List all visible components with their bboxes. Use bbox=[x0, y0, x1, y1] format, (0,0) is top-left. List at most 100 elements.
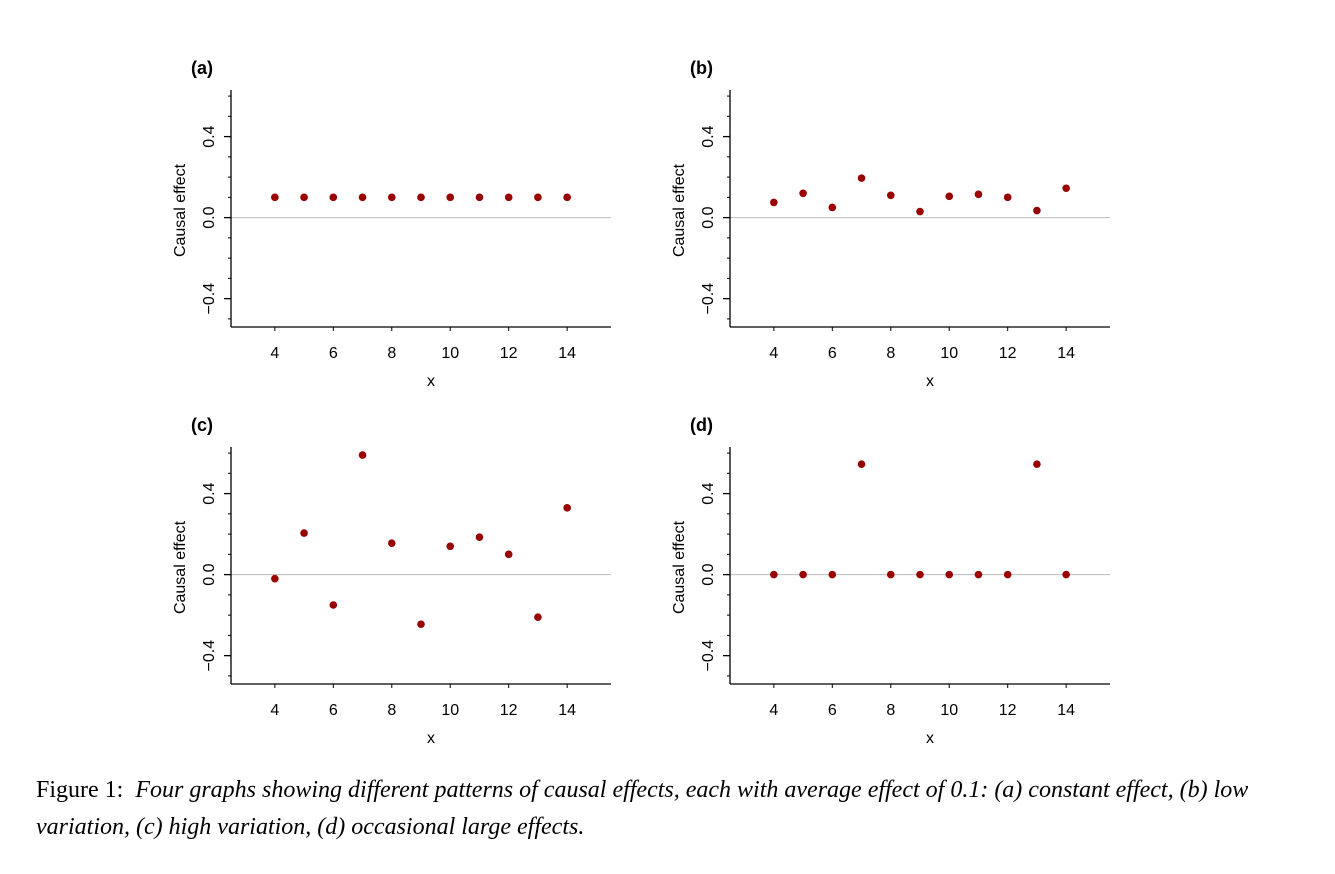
data-point bbox=[945, 192, 954, 201]
data-point bbox=[799, 570, 807, 579]
data-point bbox=[770, 198, 778, 207]
x-tick-label: 8 bbox=[886, 345, 895, 362]
y-tick-label: −0.4 bbox=[700, 640, 717, 672]
data-point bbox=[886, 191, 895, 200]
data-point bbox=[828, 203, 837, 212]
caption-prefix: Figure 1: bbox=[36, 777, 124, 803]
charts-svg: (a) −0.4 0.0 0.4 Causal effect 4 6 8 10 12 14 x (b) −… bbox=[172, 58, 1110, 747]
data-point bbox=[387, 193, 396, 202]
panel-a: (a) −0.4 0.0 0.4 Causal effect 4 6 8 10 12 14 x bbox=[172, 58, 611, 390]
y-tick-label: 0.0 bbox=[700, 563, 717, 585]
data-point bbox=[916, 570, 924, 579]
y-axis-label: Causal effect bbox=[172, 163, 189, 257]
panel-title: (c) bbox=[191, 415, 213, 435]
data-point bbox=[475, 193, 484, 202]
y-axis-label: Causal effect bbox=[671, 520, 688, 614]
data-point bbox=[329, 193, 338, 202]
y-tick-label: −0.4 bbox=[700, 283, 717, 315]
data-point bbox=[1062, 570, 1070, 579]
x-axis-label: x bbox=[427, 730, 435, 747]
data-point bbox=[446, 542, 455, 551]
x-tick-label: 14 bbox=[558, 345, 576, 362]
x-tick-label: 6 bbox=[828, 702, 837, 719]
data-point bbox=[974, 570, 983, 579]
caption-text: Four graphs showing different patterns o… bbox=[36, 777, 1249, 840]
y-tick-label: −0.4 bbox=[201, 283, 218, 315]
x-tick-label: 12 bbox=[999, 702, 1017, 719]
y-tick-label: 0.4 bbox=[700, 482, 717, 504]
data-point bbox=[1033, 460, 1041, 469]
data-point bbox=[417, 620, 425, 629]
x-tick-label: 14 bbox=[558, 702, 576, 719]
x-tick-label: 10 bbox=[940, 345, 958, 362]
figure-caption: Figure 1: Four graphs showing different … bbox=[36, 772, 1306, 846]
panel-d: (d) −0.4 0.0 0.4 Causal effect 4 6 8 10 12 14 x bbox=[671, 415, 1110, 747]
x-tick-label: 12 bbox=[500, 345, 518, 362]
x-tick-label: 8 bbox=[387, 702, 396, 719]
data-point bbox=[446, 193, 455, 202]
x-axis-label: x bbox=[926, 373, 934, 390]
data-point bbox=[974, 190, 983, 199]
data-point bbox=[300, 193, 308, 202]
x-tick-label: 8 bbox=[387, 345, 396, 362]
data-point bbox=[916, 207, 924, 216]
y-tick-label: 0.0 bbox=[201, 206, 218, 228]
data-point bbox=[799, 189, 807, 198]
panel-title: (d) bbox=[690, 415, 713, 435]
data-point bbox=[534, 613, 542, 621]
data-point bbox=[534, 193, 542, 202]
data-point bbox=[387, 539, 396, 548]
data-point bbox=[271, 574, 279, 583]
data-point bbox=[563, 193, 571, 202]
data-point bbox=[945, 570, 954, 579]
data-point bbox=[563, 503, 571, 512]
data-point bbox=[770, 570, 778, 579]
data-point bbox=[417, 193, 425, 202]
x-tick-label: 6 bbox=[828, 345, 837, 362]
panel-title: (b) bbox=[690, 58, 713, 78]
data-point bbox=[358, 193, 367, 202]
x-axis-label: x bbox=[926, 730, 934, 747]
data-point bbox=[504, 550, 513, 559]
x-tick-label: 4 bbox=[270, 702, 279, 719]
y-tick-label: 0.0 bbox=[700, 206, 717, 228]
data-point bbox=[857, 174, 866, 182]
data-point bbox=[1003, 570, 1012, 579]
x-tick-label: 4 bbox=[769, 702, 778, 719]
data-point bbox=[300, 529, 308, 537]
y-tick-label: 0.4 bbox=[700, 125, 717, 147]
y-axis-label: Causal effect bbox=[172, 520, 189, 614]
data-point bbox=[828, 570, 837, 579]
x-tick-label: 10 bbox=[441, 345, 459, 362]
data-point bbox=[1033, 206, 1041, 215]
x-tick-label: 4 bbox=[769, 345, 778, 362]
x-tick-label: 14 bbox=[1057, 702, 1075, 719]
x-tick-label: 8 bbox=[886, 702, 895, 719]
data-point bbox=[329, 601, 338, 609]
data-point bbox=[358, 451, 367, 459]
data-point bbox=[271, 193, 279, 202]
y-tick-label: 0.4 bbox=[201, 482, 218, 504]
x-tick-label: 14 bbox=[1057, 345, 1075, 362]
panel-c: (c) −0.4 0.0 0.4 Causal effect 4 6 8 10 12 14 x bbox=[172, 415, 611, 747]
x-tick-label: 6 bbox=[329, 345, 338, 362]
panel-b: (b) −0.4 0.0 0.4 Causal effect 4 6 8 10 12 14 x bbox=[671, 58, 1110, 390]
x-tick-label: 12 bbox=[500, 702, 518, 719]
x-tick-label: 12 bbox=[999, 345, 1017, 362]
x-tick-label: 10 bbox=[940, 702, 958, 719]
data-point bbox=[857, 460, 866, 469]
x-axis-label: x bbox=[427, 373, 435, 390]
y-axis-label: Causal effect bbox=[671, 163, 688, 257]
x-tick-label: 6 bbox=[329, 702, 338, 719]
data-point bbox=[886, 570, 895, 579]
y-tick-label: 0.4 bbox=[201, 125, 218, 147]
data-point bbox=[475, 533, 484, 541]
data-point bbox=[1003, 193, 1012, 202]
data-point bbox=[1062, 184, 1070, 193]
x-tick-label: 4 bbox=[270, 345, 279, 362]
y-tick-label: 0.0 bbox=[201, 563, 218, 585]
data-point bbox=[504, 193, 513, 202]
y-tick-label: −0.4 bbox=[201, 640, 218, 672]
panel-title: (a) bbox=[191, 58, 213, 78]
